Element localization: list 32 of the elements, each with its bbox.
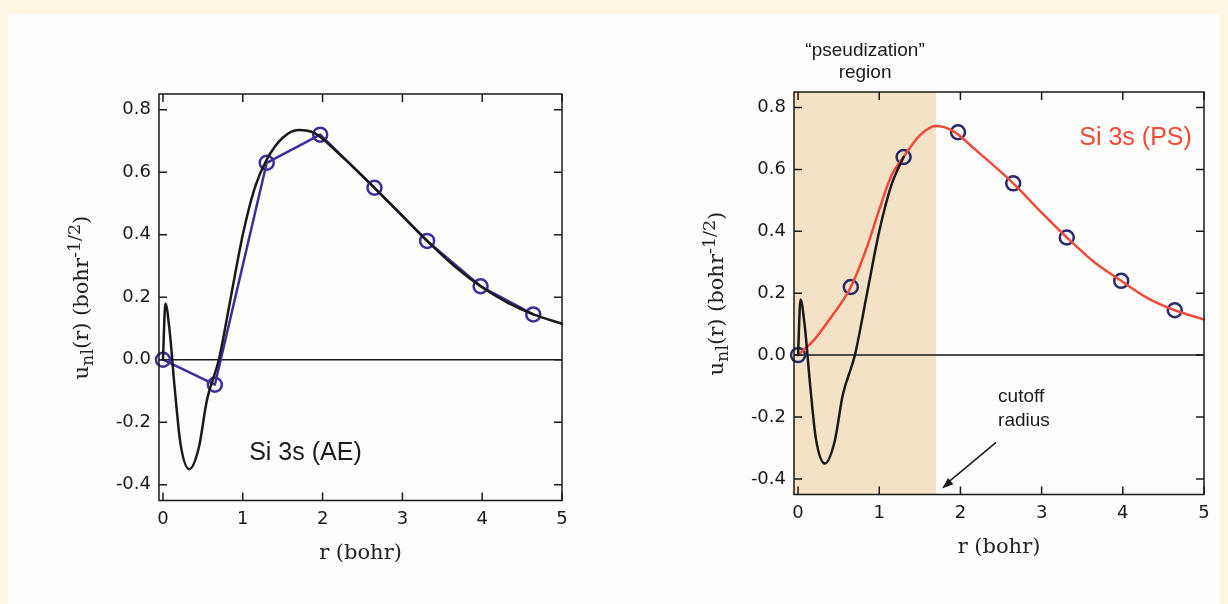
x-tick-label: 1 bbox=[237, 506, 249, 528]
y-tick-label: -0.4 bbox=[115, 472, 151, 494]
y-tick-label: -0.2 bbox=[115, 409, 151, 431]
y-tick-label: 0.0 bbox=[122, 347, 151, 369]
text: Si 3s (PS) bbox=[1079, 122, 1192, 151]
x-axis-title: r (bohr) bbox=[319, 540, 402, 565]
y-tick-label: 0.6 bbox=[757, 157, 786, 179]
x-axis-title: r (bohr) bbox=[957, 534, 1041, 559]
x-tick-label: 5 bbox=[1198, 500, 1210, 522]
y-tick-label: 0.2 bbox=[757, 280, 786, 302]
series-label: Si 3s (AE) bbox=[249, 437, 362, 466]
annotation: cutoff radius bbox=[998, 385, 1050, 431]
y-tick-label: 0.4 bbox=[757, 218, 786, 240]
y-tick-label: -0.2 bbox=[750, 404, 786, 426]
x-tick-label: 0 bbox=[792, 500, 804, 522]
x-tick-label: 0 bbox=[157, 506, 169, 528]
y-tick-label: 0.6 bbox=[122, 159, 151, 181]
y-tick-label: 0.0 bbox=[757, 342, 786, 364]
y-tick-label: 0.8 bbox=[757, 95, 786, 117]
y-tick-label: -0.4 bbox=[750, 466, 786, 488]
x-tick-label: 3 bbox=[396, 506, 409, 528]
x-tick-label: 2 bbox=[316, 506, 329, 528]
x-tick-label: 1 bbox=[873, 500, 885, 522]
x-tick-label: 3 bbox=[1035, 500, 1048, 522]
band-label: “pseudization” region bbox=[805, 39, 925, 82]
y-tick-label: 0.4 bbox=[122, 222, 151, 244]
x-tick-label: 5 bbox=[556, 506, 568, 528]
x-tick-label: 4 bbox=[1117, 500, 1129, 522]
y-tick-label: 0.8 bbox=[122, 97, 151, 119]
y-tick-label: 0.2 bbox=[122, 284, 151, 306]
x-tick-label: 4 bbox=[476, 506, 488, 528]
x-tick-label: 2 bbox=[954, 500, 967, 522]
